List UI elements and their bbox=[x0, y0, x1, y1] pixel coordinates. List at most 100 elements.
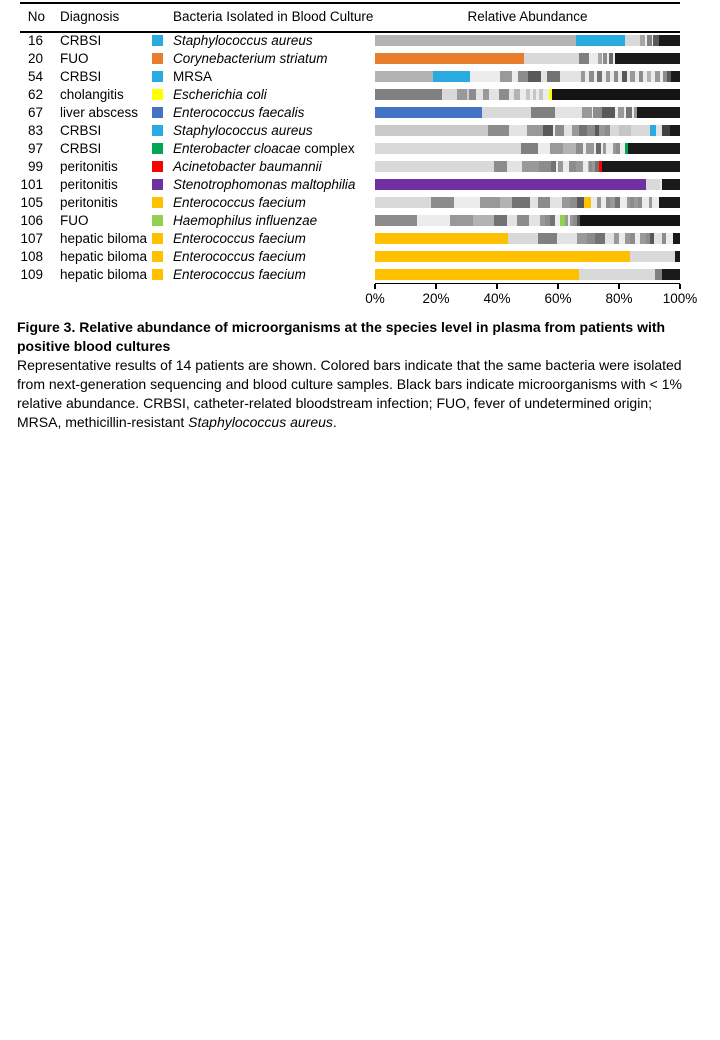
bacteria-name: Corynebacterium striatum bbox=[173, 51, 365, 66]
patient-no: 106 bbox=[20, 212, 43, 228]
bar-segment bbox=[522, 160, 540, 172]
abundance-bar bbox=[375, 142, 681, 154]
bar-segment bbox=[600, 196, 606, 208]
patient-no: 83 bbox=[27, 122, 43, 138]
table-row: 62 cholangitis Escherichia coli bbox=[0, 85, 720, 103]
bar-segment bbox=[536, 88, 540, 100]
table-body: 16 CRBSI Staphylococcus aureus 20 FUO Coryneb… bbox=[0, 31, 720, 283]
bar-segment bbox=[489, 88, 499, 100]
bar-segment bbox=[375, 178, 647, 190]
patient-no: 62 bbox=[27, 86, 43, 102]
patient-no: 97 bbox=[27, 140, 43, 156]
bar-segment bbox=[592, 160, 595, 172]
bacteria-name-italic: Haemophilus influenzae bbox=[173, 212, 318, 228]
bacteria-name: MRSA bbox=[173, 69, 365, 84]
bar-segment bbox=[538, 142, 551, 154]
bar-segment bbox=[638, 70, 644, 82]
bar-segment bbox=[599, 160, 602, 172]
bar-segment bbox=[605, 124, 610, 136]
bar-segment bbox=[548, 88, 552, 100]
bar-segment bbox=[582, 160, 588, 172]
legend-swatch bbox=[152, 142, 163, 154]
bar-segment bbox=[527, 124, 543, 136]
bar-segment bbox=[603, 52, 608, 64]
bacteria-name-italic: Corynebacterium striatum bbox=[173, 50, 328, 66]
legend-swatch bbox=[152, 124, 163, 136]
bar-segment bbox=[442, 88, 458, 100]
abundance-bar bbox=[375, 232, 680, 244]
bar-segment bbox=[601, 70, 606, 82]
bar-segment bbox=[597, 52, 602, 64]
bar-segment bbox=[569, 196, 577, 208]
patient-no: 67 bbox=[27, 104, 43, 120]
bar-segment bbox=[472, 214, 494, 226]
bacteria-name: Haemophilus influenzae bbox=[173, 213, 365, 228]
figure-caption-body: Representative results of 14 patients ar… bbox=[17, 356, 689, 432]
bar-segment bbox=[539, 88, 544, 100]
axis-tick bbox=[435, 284, 437, 289]
caption-text: . bbox=[332, 414, 337, 430]
bar-segment bbox=[594, 160, 599, 172]
axis-tick-label: 60% bbox=[544, 291, 572, 306]
diagnosis: peritonitis bbox=[60, 158, 118, 174]
bar-segment bbox=[648, 196, 652, 208]
patient-no: 101 bbox=[20, 176, 43, 192]
axis-tick bbox=[679, 284, 681, 289]
column-header-no: No bbox=[27, 9, 45, 24]
bar-segment bbox=[576, 142, 584, 154]
legend-swatch bbox=[152, 196, 163, 208]
figure-caption-title: Figure 3. Relative abundance of microorg… bbox=[17, 319, 666, 354]
abundance-bar bbox=[375, 70, 680, 82]
bar-segment bbox=[645, 232, 651, 244]
bacteria-name-italic: Stenotrophomonas maltophilia bbox=[173, 176, 356, 192]
bar-segment bbox=[551, 88, 680, 100]
bar-segment bbox=[481, 106, 531, 118]
bar-segment bbox=[527, 70, 542, 82]
bar-segment bbox=[644, 34, 648, 46]
bar-segment bbox=[498, 88, 510, 100]
bacteria-name: Enterobacter cloacae complex bbox=[173, 141, 365, 156]
bar-segment bbox=[576, 196, 584, 208]
bar-segment bbox=[595, 142, 602, 154]
legend-swatch bbox=[152, 214, 163, 226]
abundance-bar bbox=[375, 250, 680, 262]
abundance-bar bbox=[375, 88, 680, 100]
bacteria-name-italic: Enterococcus faecium bbox=[173, 194, 306, 210]
bar-segment bbox=[617, 106, 625, 118]
bar-segment bbox=[457, 88, 467, 100]
bar-segment bbox=[375, 124, 488, 136]
bar-segment bbox=[555, 214, 560, 226]
bar-segment bbox=[375, 70, 433, 82]
bar-segment bbox=[630, 70, 635, 82]
bar-segment bbox=[576, 34, 626, 46]
patient-no: 107 bbox=[20, 230, 43, 246]
bar-segment bbox=[507, 214, 518, 226]
bar-segment bbox=[593, 106, 603, 118]
bar-segment bbox=[605, 142, 613, 154]
axis-tick-label: 40% bbox=[483, 291, 511, 306]
bar-segment bbox=[651, 196, 659, 208]
table-row: 97 CRBSI Enterobacter cloacae complex bbox=[0, 139, 720, 157]
abundance-bar bbox=[375, 214, 680, 226]
bar-segment bbox=[375, 250, 630, 262]
diagnosis: peritonitis bbox=[60, 176, 118, 192]
bar-segment bbox=[654, 268, 662, 280]
bacteria-name: Enterococcus faecalis bbox=[173, 105, 365, 120]
table-row: 16 CRBSI Staphylococcus aureus bbox=[0, 31, 720, 49]
bar-segment bbox=[602, 106, 616, 118]
bar-segment bbox=[601, 52, 604, 64]
bar-segment bbox=[613, 52, 616, 64]
bar-segment bbox=[480, 196, 501, 208]
bar-segment bbox=[559, 214, 565, 226]
axis-tick-label: 100% bbox=[662, 291, 698, 306]
patient-no: 108 bbox=[20, 248, 43, 264]
bacteria-name: Enterococcus faecium bbox=[173, 267, 365, 282]
bar-segment bbox=[556, 160, 559, 172]
abundance-bar bbox=[375, 178, 680, 190]
bar-segment bbox=[624, 106, 626, 118]
bar-segment bbox=[625, 142, 628, 154]
bar-segment bbox=[626, 196, 631, 208]
bar-segment bbox=[511, 196, 530, 208]
bar-segment bbox=[625, 106, 633, 118]
bar-segment bbox=[654, 70, 660, 82]
